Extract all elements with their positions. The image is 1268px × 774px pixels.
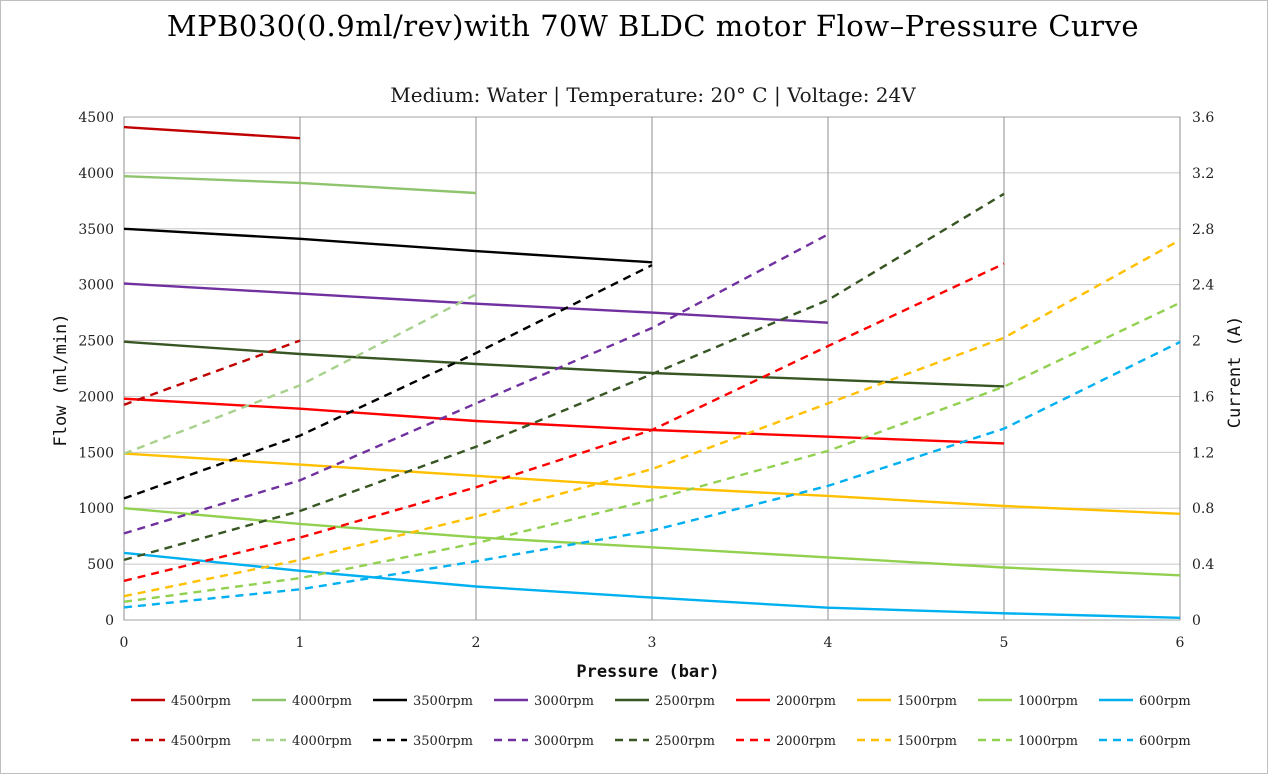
plot-area-border (123, 116, 1181, 621)
chart-subtitle: Medium: Water | Temperature: 20° C | Vol… (390, 83, 916, 108)
legend-label: 2500rpm (655, 734, 715, 749)
y2-tick-label: 3.6 (1192, 110, 1214, 126)
legend-label: 3000rpm (534, 694, 594, 709)
y-tick-label: 0 (105, 613, 114, 629)
x-tick-label: 5 (1000, 635, 1009, 651)
flow-line-4000rpm (123, 175, 477, 195)
current-line-1000rpm (123, 301, 1181, 603)
flow-line-2000rpm (123, 397, 1005, 445)
legend-label: 3500rpm (413, 734, 473, 749)
x-tick-label: 0 (120, 635, 129, 651)
legend-label: 4000rpm (292, 694, 352, 709)
y-tick-label: 2000 (78, 389, 114, 405)
y2-axis-label: Current (A) (1225, 316, 1245, 429)
legend: 4500rpm 4000rpm 3500rpm 3000rpm 2500rpm 2000r… (131, 694, 1191, 749)
x-tick-label: 2 (472, 635, 481, 651)
current-line-3000rpm (123, 233, 829, 535)
legend-label: 1500rpm (897, 734, 957, 749)
y-tick-label: 1500 (78, 445, 114, 461)
y-tick-label: 500 (87, 557, 114, 573)
x-tick-label: 1 (296, 635, 305, 651)
current-line-2500rpm (123, 192, 1005, 562)
current-line-4500rpm (123, 339, 301, 406)
flow-line-1000rpm (123, 507, 1181, 577)
y2-tick-labels: 0 0.4 0.8 1.2 1.6 2 2.4 2.8 3.2 3.6 (1192, 110, 1214, 629)
y2-tick-label: 1.6 (1192, 389, 1214, 405)
flow-line-3500rpm (123, 227, 653, 264)
x-tick-label: 6 (1176, 635, 1185, 651)
legend-label: 1500rpm (897, 694, 957, 709)
legend-label: 1000rpm (1018, 734, 1078, 749)
y2-tick-label: 0 (1192, 613, 1201, 629)
x-axis-label: Pressure (bar) (576, 662, 719, 682)
y2-tick-label: 2.8 (1192, 222, 1214, 238)
series-lines (123, 125, 1181, 619)
legend-label: 2000rpm (776, 694, 836, 709)
grid (123, 116, 1181, 621)
legend-label: 2000rpm (776, 734, 836, 749)
chart-title: MPB030(0.9ml/rev)with 70W BLDC motor Flo… (167, 9, 1139, 43)
y2-tick-label: 0.4 (1192, 557, 1214, 573)
legend-label: 3000rpm (534, 734, 594, 749)
y2-tick-label: 2 (1192, 334, 1201, 350)
y2-tick-label: 0.8 (1192, 501, 1214, 517)
flow-line-4500rpm (123, 125, 301, 140)
flow-line-2500rpm (123, 340, 1005, 388)
flow-line-1500rpm (123, 452, 1181, 515)
y-axis-label: Flow (ml/min) (51, 313, 71, 446)
y-tick-label: 2500 (78, 334, 114, 350)
x-tick-label: 3 (648, 635, 657, 651)
legend-label: 1000rpm (1018, 694, 1078, 709)
y2-tick-label: 1.2 (1192, 445, 1214, 461)
y-tick-label: 1000 (78, 501, 114, 517)
legend-label: 4500rpm (171, 694, 231, 709)
y-tick-label: 4500 (78, 110, 114, 126)
x-tick-label: 4 (824, 635, 833, 651)
legend-label: 2500rpm (655, 694, 715, 709)
current-line-3500rpm (123, 264, 653, 500)
x-tick-labels: 0 1 2 3 4 5 6 (120, 635, 1185, 651)
current-line-2000rpm (123, 262, 1005, 583)
y-tick-label: 4000 (78, 166, 114, 182)
current-line-600rpm (123, 340, 1181, 609)
flow-line-3000rpm (123, 282, 829, 324)
y-tick-labels: 0 500 1000 1500 2000 2500 3000 3500 4000 4500 (78, 110, 114, 629)
current-line-4000rpm (123, 293, 477, 455)
legend-label: 4000rpm (292, 734, 352, 749)
legend-label: 4500rpm (171, 734, 231, 749)
y2-tick-label: 3.2 (1192, 166, 1214, 182)
flow-line-600rpm (123, 551, 1181, 619)
legend-label: 600rpm (1139, 734, 1191, 749)
y-tick-label: 3500 (78, 222, 114, 238)
y2-tick-label: 2.4 (1192, 278, 1214, 294)
legend-label: 600rpm (1139, 694, 1191, 709)
y-tick-label: 3000 (78, 278, 114, 294)
legend-label: 3500rpm (413, 694, 473, 709)
